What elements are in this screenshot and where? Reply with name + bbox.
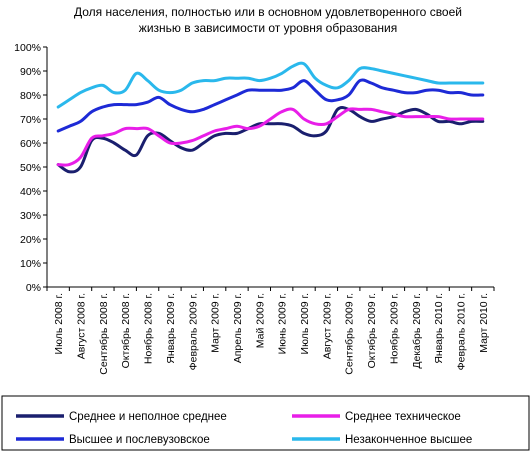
legend-box — [1, 395, 530, 451]
y-tick-label: 0% — [26, 282, 41, 294]
x-tick-label: Январь 2009 г. — [165, 293, 177, 364]
x-tick-label: Декабрь 2009 г. — [411, 293, 423, 369]
legend: Среднее и неполное среднее Среднее технич… — [16, 411, 472, 446]
y-tick-label: 80% — [20, 90, 41, 102]
chart-title-line-1: Доля населения, полностью или в основном… — [74, 5, 462, 19]
y-tick-label: 60% — [20, 138, 41, 150]
x-tick-label: Ноябрь 2009 г. — [388, 293, 400, 364]
x-tick-label: Июль 2008 г. — [53, 293, 65, 354]
series-line-4 — [56, 61, 485, 109]
y-tick-label: 20% — [20, 234, 41, 246]
y-axis-ticks: 0% 10% 20% 30% 40% 50% 60% 70% 80% 90% 100% — [14, 42, 47, 294]
x-tick-label: Июль 2009 г. — [299, 293, 311, 354]
x-tick-label: Апрель 2009 г. — [232, 293, 244, 363]
x-tick-label: Февраль 2009 г. — [187, 293, 199, 370]
y-tick-label: 40% — [20, 186, 41, 198]
y-tick-label: 100% — [14, 42, 41, 54]
x-tick-label: Март 2009 г. — [210, 293, 222, 353]
x-tick-label: Март 2010 г. — [478, 293, 490, 353]
chart-title-line-2: жизнью в зависимости от уровня образован… — [139, 21, 397, 35]
x-tick-label: Август 2008 г. — [76, 293, 88, 359]
legend-label: Среднее техническое — [345, 411, 461, 423]
x-tick-label: Август 2009 г. — [321, 293, 333, 359]
series-line-1 — [56, 106, 485, 174]
x-axis-ticks: Июль 2008 г. Август 2008 г. Сентябрь 2008 … — [46, 287, 495, 375]
y-tick-label: 70% — [20, 114, 41, 126]
x-tick-label: Октябрь 2008 г. — [120, 293, 132, 368]
x-tick-label: Ноябрь 2008 г. — [143, 293, 155, 364]
x-tick-label: Сентябрь 2009 г. — [344, 293, 356, 375]
x-tick-label: Май 2009 г. — [254, 293, 266, 348]
legend-label: Среднее и неполное среднее — [69, 411, 227, 423]
y-tick-label: 50% — [20, 162, 41, 174]
x-tick-label: Январь 2010 г. — [433, 293, 445, 364]
x-tick-label: Июнь 2009 г. — [277, 293, 289, 354]
x-tick-label: Октябрь 2009 г. — [366, 293, 378, 368]
legend-label: Высшее и послевузовское — [69, 434, 210, 446]
legend-label: Незаконченное высшее — [345, 434, 472, 446]
x-tick-label: Февраль 2010 г. — [455, 293, 467, 370]
y-tick-label: 90% — [20, 66, 41, 78]
series-line-3 — [56, 78, 485, 133]
series-lines — [56, 61, 485, 174]
x-tick-label: Сентябрь 2008 г. — [98, 293, 110, 375]
series-line-2 — [56, 107, 485, 167]
y-tick-label: 10% — [20, 258, 41, 270]
y-tick-label: 30% — [20, 210, 41, 222]
